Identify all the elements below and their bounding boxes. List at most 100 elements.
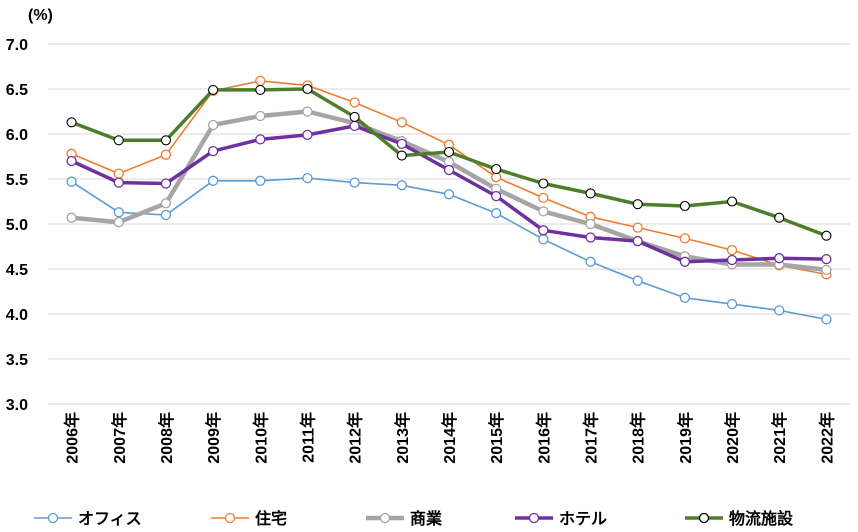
y-axis-unit: (%) [28, 7, 53, 24]
data-point [632, 275, 643, 286]
data-point [632, 222, 643, 233]
series-lines [66, 75, 832, 325]
data-point [821, 230, 832, 241]
data-point [255, 75, 266, 87]
legend-swatch-marker [379, 512, 391, 524]
data-point [207, 145, 219, 157]
data-point [113, 168, 124, 179]
data-point [538, 206, 549, 217]
y-tick-label: 7.0 [6, 37, 28, 54]
x-axis: 2006年 2007年 2008年 2009年 2010年 2011年 2012年 2013年… [63, 412, 837, 464]
x-tick-label: 2016年 [534, 412, 553, 464]
y-axis: 3.0 3.5 4.0 4.5 5.0 5.5 6.0 6.5 7.0 [6, 37, 28, 414]
data-point [113, 177, 124, 188]
data-point [396, 150, 407, 161]
legend-item: 商業 [366, 509, 443, 528]
y-tick-label: 6.0 [6, 127, 28, 144]
data-point [349, 120, 360, 132]
data-point [113, 217, 124, 228]
data-point [679, 233, 691, 244]
data-point [491, 190, 502, 202]
data-point [679, 292, 691, 303]
data-point [208, 84, 219, 95]
data-point [255, 110, 266, 122]
legend-item: オフィス [34, 509, 142, 528]
x-tick-label: 2019年 [676, 412, 695, 464]
legend-swatch-marker [698, 512, 710, 524]
data-point [396, 117, 407, 128]
legend-label: 住宅 [255, 509, 287, 528]
x-tick-label: 2008年 [157, 412, 176, 464]
data-point [679, 200, 690, 212]
x-tick-label: 2015年 [487, 412, 506, 464]
gridlines [48, 43, 850, 405]
data-point [302, 83, 313, 95]
data-point [255, 84, 266, 95]
data-point [113, 135, 124, 146]
data-point [113, 207, 124, 218]
x-tick-label: 2009年 [204, 412, 223, 464]
data-point [538, 225, 549, 236]
legend: オフィス 住宅 商業 ホテル 物流施設 [34, 509, 794, 528]
legend-label: 物流施設 [729, 509, 794, 528]
data-point [679, 256, 691, 267]
data-point [585, 218, 596, 230]
data-point [585, 232, 596, 243]
data-point [538, 192, 549, 204]
data-point [207, 119, 219, 131]
y-tick-label: 5.0 [6, 217, 28, 234]
x-tick-label: 2007年 [110, 412, 129, 464]
data-point [160, 198, 172, 209]
series-group [66, 172, 832, 325]
data-point [821, 314, 832, 325]
legend-item: ホテル [515, 509, 607, 528]
legend-label: ホテル [559, 509, 607, 528]
data-point [538, 234, 549, 245]
legend-swatch-marker [47, 512, 59, 524]
data-point [585, 256, 596, 267]
legend-item: 住宅 [211, 509, 287, 528]
x-tick-label: 2010年 [251, 412, 270, 464]
data-point [726, 244, 738, 256]
data-point [821, 264, 832, 276]
data-point [726, 254, 738, 266]
data-point [774, 212, 785, 223]
data-point [66, 117, 77, 128]
data-point [443, 189, 455, 200]
y-tick-label: 5.5 [6, 172, 28, 189]
x-tick-label: 2006年 [63, 412, 82, 464]
x-tick-label: 2014年 [440, 412, 459, 464]
data-point [443, 146, 455, 158]
x-tick-label: 2020年 [723, 412, 742, 464]
data-point [302, 172, 313, 184]
series-line [71, 80, 827, 276]
series-group [66, 83, 832, 241]
data-point [632, 235, 643, 247]
data-point [66, 155, 77, 167]
data-point [207, 175, 219, 186]
series-group [66, 120, 832, 267]
x-tick-label: 2012年 [346, 412, 365, 464]
legend-swatch-marker [528, 512, 540, 524]
x-tick-label: 2021年 [770, 412, 789, 464]
data-point [255, 175, 266, 186]
data-point [538, 178, 549, 189]
y-tick-label: 4.5 [6, 262, 28, 279]
data-point [396, 138, 407, 150]
data-point [726, 298, 738, 310]
y-tick-label: 3.0 [6, 397, 28, 414]
legend-label: 商業 [410, 509, 443, 528]
data-point [255, 134, 266, 145]
x-tick-label: 2017年 [582, 412, 601, 464]
data-point [396, 180, 407, 191]
data-point [491, 164, 502, 175]
data-point [774, 253, 785, 264]
x-tick-label: 2022年 [817, 412, 836, 464]
x-tick-label: 2018年 [629, 412, 648, 464]
x-tick-label: 2013年 [393, 412, 412, 464]
y-tick-label: 3.5 [6, 352, 28, 369]
data-point [160, 149, 172, 160]
data-point [443, 164, 455, 176]
data-point [302, 106, 313, 117]
